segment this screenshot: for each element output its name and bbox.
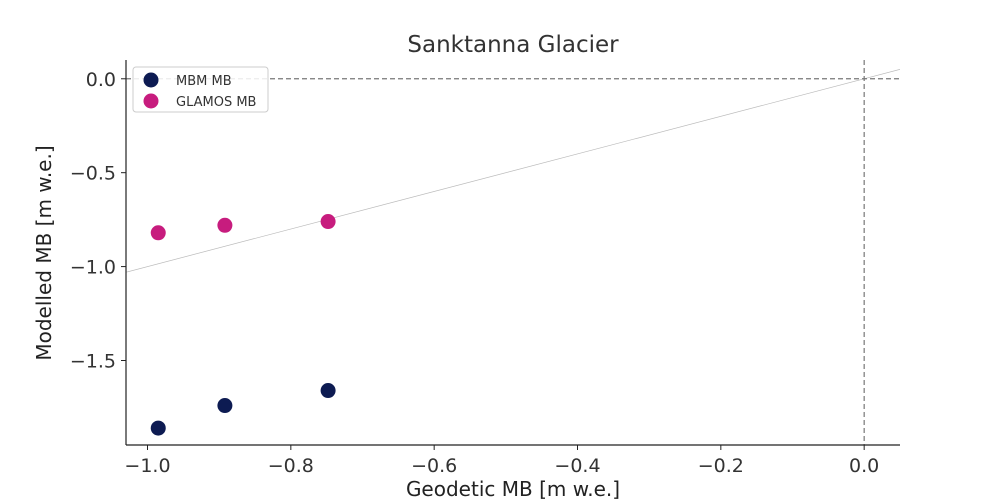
x-tick-label: −1.0 [124, 455, 170, 477]
x-tick-label: −0.8 [268, 455, 314, 477]
y-axis-label: Modelled MB [m w.e.] [32, 145, 56, 360]
y-tick-label: −0.5 [70, 163, 116, 185]
x-tick-label: −0.6 [411, 455, 457, 477]
x-tick-label: −0.4 [554, 455, 600, 477]
legend-label: MBM MB [176, 74, 232, 89]
data-point-glamos [150, 225, 166, 241]
identity-line [126, 69, 900, 273]
data-point-mbm [320, 383, 336, 399]
legend-marker [143, 72, 159, 88]
data-point-glamos [320, 214, 336, 230]
x-tick-label: 0.0 [849, 455, 879, 477]
data-point-mbm [150, 420, 166, 436]
x-tick-label: −0.2 [698, 455, 744, 477]
legend-marker [143, 93, 159, 109]
y-tick-label: −1.0 [70, 257, 116, 279]
plot-area: −1.0 −0.8 −0.6 −0.4 −0.2 0.0 0.0 −0.5 −1.0 −1.5 MB… [70, 60, 900, 477]
legend-label: GLAMOS MB [176, 95, 256, 110]
y-tick-label: 0.0 [86, 69, 116, 91]
legend-box [132, 66, 269, 113]
data-point-glamos [217, 217, 233, 233]
y-tick-label: −1.5 [70, 350, 116, 372]
x-axis-label: Geodetic MB [m w.e.] [406, 477, 620, 500]
data-point-mbm [217, 398, 233, 414]
chart-title: Sanktanna Glacier [407, 32, 619, 58]
